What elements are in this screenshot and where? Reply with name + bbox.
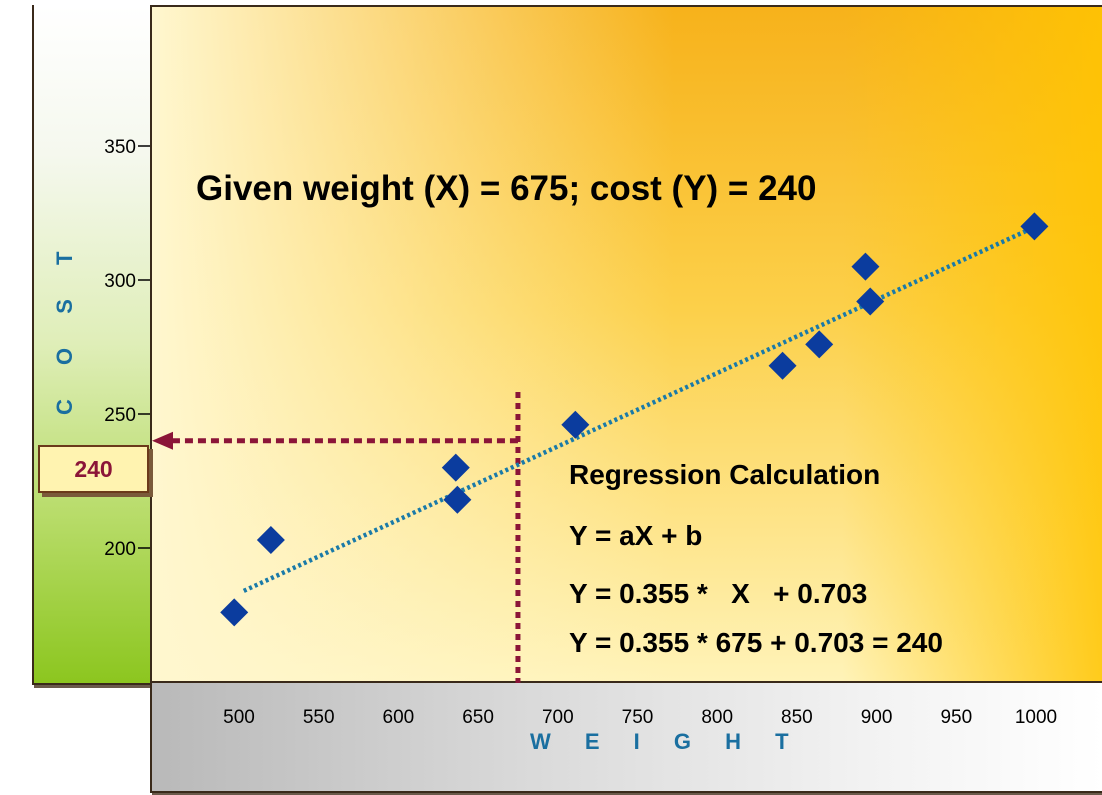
- data-point: [443, 485, 472, 514]
- x-tick-label: 500: [223, 707, 255, 728]
- x-tick-label: 850: [781, 707, 813, 728]
- x-axis-ticks: 500 550 600 650 700 750 800 850 900 950 1000: [223, 707, 1057, 728]
- x-tick-label: 950: [940, 707, 972, 728]
- y-tick-label: 300: [104, 271, 136, 292]
- data-point: [805, 330, 834, 359]
- x-axis-panel: [150, 683, 1102, 793]
- regression-line-2: Y = 0.355 * X + 0.703: [569, 578, 867, 609]
- guide-lines: [152, 392, 521, 683]
- plot-area: [150, 5, 1102, 683]
- data-point: [856, 287, 885, 316]
- data-point: [851, 252, 880, 281]
- x-tick-label: 800: [701, 707, 733, 728]
- y-axis-title: C O S T: [52, 238, 77, 415]
- y-tick-label: 250: [104, 405, 136, 426]
- x-tick-label: 650: [462, 707, 494, 728]
- y-tick-label: 350: [104, 137, 136, 158]
- data-points: [220, 212, 1049, 627]
- data-point: [768, 351, 797, 380]
- data-point: [220, 598, 249, 627]
- result-value-box: 240: [38, 445, 149, 493]
- trend-line-group: [242, 224, 1037, 593]
- regression-line-3: Y = 0.355 * 675 + 0.703 = 240: [569, 627, 943, 658]
- headline: Given weight (X) = 675; cost (Y) = 240: [196, 169, 816, 208]
- x-tick-label: 600: [383, 707, 415, 728]
- arrow-head: [152, 431, 173, 450]
- x-tick-label: 900: [861, 707, 893, 728]
- x-tick-label: 750: [622, 707, 654, 728]
- regression-title: Regression Calculation: [569, 459, 880, 490]
- data-point: [561, 410, 590, 439]
- x-tick-label: 550: [303, 707, 335, 728]
- x-tick-label: 700: [542, 707, 574, 728]
- data-point: [1020, 212, 1049, 241]
- y-axis-panel: [32, 5, 152, 685]
- result-value: 240: [74, 455, 113, 482]
- x-axis-title: W E I G H T: [530, 729, 803, 754]
- regression-line-1: Y = aX + b: [569, 520, 702, 551]
- trend-line: [242, 224, 1037, 593]
- y-tick-label: 200: [104, 539, 136, 560]
- data-point: [256, 525, 285, 554]
- x-tick-label: 1000: [1015, 707, 1057, 728]
- y-axis-ticks: 200 250 300 350: [104, 137, 150, 560]
- data-point: [441, 453, 470, 482]
